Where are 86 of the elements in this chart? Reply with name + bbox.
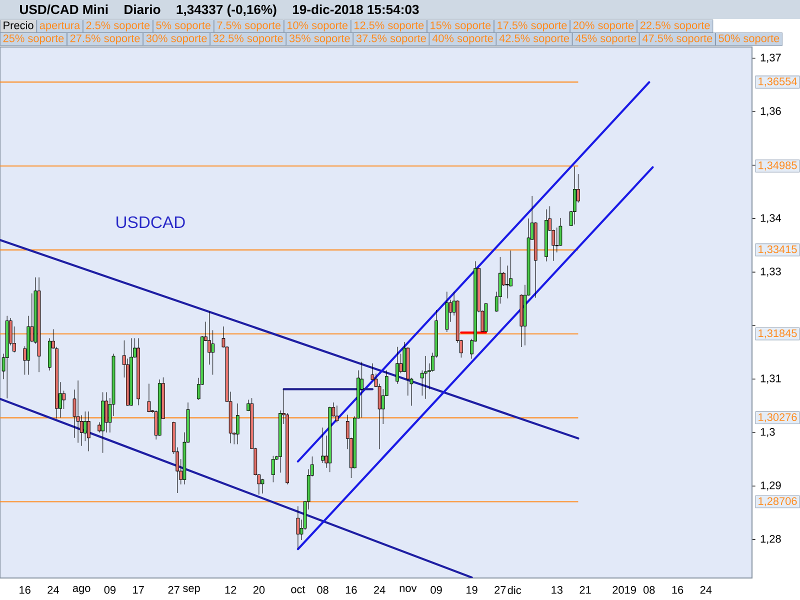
y-tick-label: 1,34 bbox=[760, 214, 782, 224]
x-tick-label: 2019 bbox=[612, 586, 636, 594]
x-tick-label: 16 bbox=[20, 586, 30, 594]
text: 30% soporte bbox=[146, 34, 207, 44]
x-tick-label: 20 bbox=[253, 586, 265, 594]
x-tick-label: 17 bbox=[133, 586, 144, 594]
ref-line-label: 1,36554 bbox=[758, 78, 797, 87]
candlestick bbox=[158, 379, 162, 436]
x-tick-label: 09 bbox=[430, 586, 442, 594]
text: 50% soporte bbox=[718, 34, 780, 44]
candlestick bbox=[236, 403, 240, 445]
text: 45% soporte bbox=[575, 34, 636, 44]
candlestick bbox=[544, 209, 548, 262]
text: apertura bbox=[40, 22, 80, 32]
text: 1,34337 (-0,16%) bbox=[176, 4, 276, 17]
candlestick bbox=[37, 277, 41, 372]
candlestick bbox=[396, 346, 399, 384]
text: 2.5% soporte bbox=[86, 21, 150, 32]
text: 40% soporte bbox=[432, 34, 493, 44]
x-tick-label: 27 bbox=[168, 586, 180, 594]
candlestick bbox=[445, 292, 449, 332]
candlestick bbox=[335, 406, 339, 423]
x-tick-label: 24 bbox=[374, 586, 386, 594]
x-tick-label: oct bbox=[291, 586, 306, 594]
x-tick-label: 13 bbox=[552, 586, 563, 594]
text: 5% soporte bbox=[156, 22, 211, 32]
x-tick-label: 16 bbox=[346, 586, 357, 594]
text: 32.5% soporte bbox=[213, 34, 283, 44]
text: Precio bbox=[4, 21, 34, 30]
candlestick bbox=[86, 411, 90, 452]
ref-line-label: 1,31845 bbox=[758, 329, 797, 338]
candlestick bbox=[5, 316, 9, 399]
text: 25% soporte bbox=[3, 34, 64, 44]
x-tick-label: dic bbox=[508, 586, 522, 594]
chart-title: USD/CAD Mini bbox=[20, 4, 108, 14]
x-tick-label: 08 bbox=[317, 586, 328, 594]
text: 20% soporte bbox=[573, 21, 634, 32]
text: 22.5% soporte bbox=[640, 21, 710, 32]
candlestick bbox=[130, 338, 133, 406]
candlestick bbox=[76, 380, 80, 443]
candlestick bbox=[296, 506, 300, 549]
y-tick-label: 1,33 bbox=[760, 268, 781, 277]
x-tick-label: 16 bbox=[672, 586, 684, 594]
text: 47.5% soporte bbox=[642, 34, 712, 44]
y-tick-label: 1,31 bbox=[760, 374, 781, 384]
x-tick-label: nov bbox=[400, 586, 417, 592]
text: 35% soporte bbox=[289, 34, 350, 44]
candlestick bbox=[136, 338, 140, 406]
x-tick-label: 12 bbox=[225, 586, 236, 594]
candlestick bbox=[101, 392, 105, 454]
text: 10% soporte bbox=[288, 21, 348, 32]
text: 19-dic-2018 15:54:03 bbox=[292, 4, 419, 14]
candlestick bbox=[328, 406, 332, 472]
text: 37.5% soporte bbox=[356, 34, 426, 44]
y-tick-label: 1,37 bbox=[760, 54, 781, 63]
ref-line-label: 1,28706 bbox=[758, 497, 797, 506]
x-tick-label: 27 bbox=[494, 586, 506, 594]
y-tick-label: 1,29 bbox=[760, 482, 781, 491]
x-tick-label: ago bbox=[72, 586, 90, 594]
ref-line-label: 1,34985 bbox=[758, 161, 797, 170]
y-tick-label: 1,28 bbox=[760, 534, 781, 544]
candlestick bbox=[424, 356, 428, 400]
candlestick bbox=[147, 384, 151, 412]
x-tick-label: 19 bbox=[466, 586, 478, 594]
y-tick-label: 1,36 bbox=[760, 107, 781, 116]
text: 12.5% soporte bbox=[354, 21, 424, 32]
candlestick bbox=[360, 362, 364, 418]
text: 42.5% soporte bbox=[499, 34, 570, 44]
candlestick bbox=[271, 456, 275, 483]
x-tick-label: sep bbox=[183, 586, 200, 594]
x-tick-label: 21 bbox=[580, 586, 591, 594]
x-tick-label: 09 bbox=[104, 586, 116, 594]
ref-line-label: 1,30276 bbox=[758, 413, 797, 422]
x-tick-label: 08 bbox=[643, 586, 655, 594]
y-tick-label: 1,3 bbox=[760, 428, 775, 438]
annotation: USDCAD bbox=[116, 216, 185, 228]
text: 7.5% soporte bbox=[217, 22, 281, 32]
chart-subtitle: Diario bbox=[124, 4, 160, 14]
candlestick bbox=[572, 166, 576, 225]
ref-line-label: 1,33415 bbox=[758, 245, 797, 254]
x-tick-label: 24 bbox=[700, 586, 712, 594]
x-tick-label: 24 bbox=[48, 586, 59, 594]
text: 17.5% soporte bbox=[498, 22, 567, 32]
text: 15% soporte bbox=[430, 22, 491, 32]
text: 27.5% soporte bbox=[70, 34, 140, 44]
candlestick bbox=[484, 302, 488, 332]
